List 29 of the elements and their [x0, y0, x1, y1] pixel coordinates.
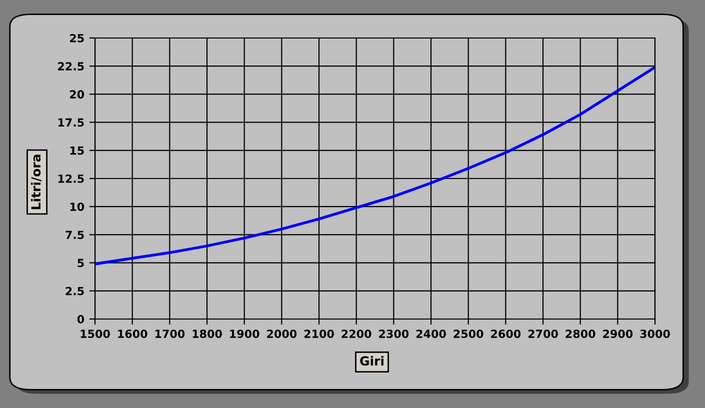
x-tick-label: 2700 [528, 330, 558, 338]
x-tick-label: 3000 [640, 330, 670, 338]
y-tick-label: 12.5 [58, 174, 84, 183]
y-tick-label: 10 [70, 202, 84, 211]
y-tick-label: 5 [78, 258, 84, 268]
x-tick-label: 2500 [454, 330, 484, 338]
x-axis-title: Giri [360, 356, 384, 366]
x-tick-label: 1500 [80, 330, 110, 338]
y-axis-title: Litri/ora [30, 154, 42, 210]
y-tick-label: 7.5 [66, 230, 84, 240]
y-tick-label: 15 [70, 146, 84, 155]
x-tick-label: 1600 [118, 330, 148, 338]
x-tick-label: 1900 [230, 330, 260, 338]
x-tick-label: 2100 [304, 330, 334, 338]
x-tick-label: 2900 [603, 330, 633, 338]
x-tick-label: 2300 [379, 330, 409, 338]
y-tick-label: 20 [70, 90, 84, 99]
y-tick-label: 22.5 [58, 62, 84, 70]
y-tick-label: 17.5 [58, 118, 84, 127]
y-tick-label: 25 [70, 34, 84, 42]
x-tick-label: 2400 [416, 330, 446, 338]
x-tick-label: 2800 [566, 330, 596, 338]
x-tick-label: 2000 [267, 330, 297, 338]
x-tick-label: 1800 [192, 330, 222, 338]
y-tick-label: 0 [77, 314, 84, 324]
y-tick-label: 2.5 [66, 286, 84, 296]
x-tick-label: 2600 [491, 330, 521, 338]
x-tick-label: 2200 [342, 330, 372, 338]
x-tick-label: 1700 [155, 330, 185, 338]
